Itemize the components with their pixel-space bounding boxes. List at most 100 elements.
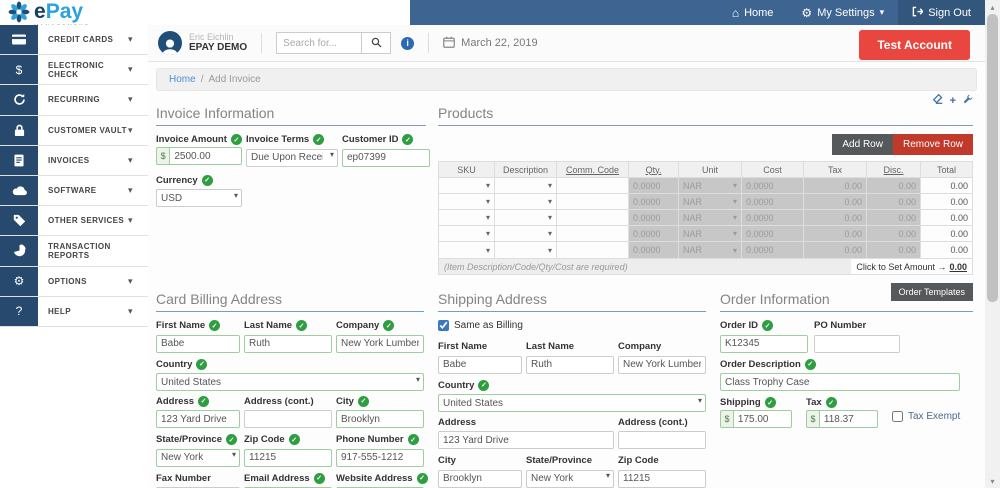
sidebar-item-recurring[interactable]: RECURRING ▾	[0, 85, 148, 116]
plus-icon[interactable]: +	[949, 94, 956, 107]
sku-select[interactable]: ▾	[439, 210, 495, 225]
shipping-address-input[interactable]	[438, 431, 614, 449]
total-cell: 0.00	[950, 228, 968, 239]
description-select[interactable]: ▾	[495, 194, 557, 209]
comm-code-input[interactable]	[557, 194, 629, 209]
shipping-country-select[interactable]: United States	[438, 394, 706, 412]
shipping-zip-input[interactable]	[618, 469, 706, 488]
chevron-down-icon: ▾	[485, 181, 490, 190]
billing-address2-input[interactable]	[244, 410, 332, 428]
currency-select[interactable]: USD	[156, 189, 242, 207]
sku-select[interactable]: ▾	[439, 242, 495, 258]
billing-address-input[interactable]	[156, 410, 240, 428]
scroll-up-icon[interactable]: ▴	[990, 2, 995, 12]
description-select[interactable]: ▾	[495, 178, 557, 193]
billing-country-select[interactable]: United States	[156, 373, 424, 391]
sidebar-item-help[interactable]: ? HELP ▾	[0, 296, 148, 327]
wrench-icon[interactable]	[963, 94, 973, 107]
billing-phone-label: Phone Number	[336, 434, 404, 445]
chevron-down-icon: ▾	[128, 64, 133, 75]
comm-code-input[interactable]	[557, 210, 629, 225]
description-select[interactable]: ▾	[495, 210, 557, 225]
sidebar-item-customer-vault[interactable]: CUSTOMER VAULT ▾	[0, 115, 148, 146]
shipping-address2-input[interactable]	[618, 431, 706, 449]
page-header: Eric Eichlin EPAY DEMO i March 22, 2019 …	[148, 25, 985, 62]
valid-check-icon: ✓	[209, 320, 221, 331]
sidebar-item-transaction-reports[interactable]: TRANSACTION REPORTS	[0, 236, 148, 267]
sku-select[interactable]: ▾	[439, 178, 495, 193]
billing-last-name-input[interactable]	[244, 334, 332, 353]
shipping-city-input[interactable]	[438, 469, 522, 488]
pie-chart-icon	[0, 236, 38, 266]
po-number-input[interactable]	[814, 334, 900, 353]
tax-cell: 0.00	[804, 226, 867, 241]
billing-state-select[interactable]: New York	[156, 448, 240, 467]
order-id-input[interactable]	[720, 334, 808, 353]
shipping-company-input[interactable]	[618, 355, 706, 374]
order-shipping-input[interactable]	[732, 410, 792, 428]
comm-code-input[interactable]	[557, 226, 629, 241]
date-text: March 22, 2019	[461, 37, 538, 49]
remove-row-button[interactable]: Remove Row	[892, 134, 973, 155]
eraser-icon[interactable]	[932, 93, 943, 107]
sidebar-item-electronic-check[interactable]: $ ELECTRONIC CHECK ▾	[0, 55, 148, 86]
sidebar-item-other-services[interactable]: OTHER SERVICES ▾	[0, 206, 148, 237]
billing-first-name-input[interactable]	[156, 334, 240, 353]
shipping-first-name-input[interactable]	[438, 355, 522, 374]
scroll-down-icon[interactable]: ▾	[990, 476, 995, 486]
billing-email-label: Email Address	[244, 472, 310, 484]
shipping-last-name-input[interactable]	[526, 355, 614, 374]
tax-exempt-checkbox[interactable]	[892, 411, 903, 422]
tax-cell: 0.00	[804, 178, 867, 193]
set-amount-link[interactable]: 0.00	[949, 261, 967, 272]
shipping-state-select[interactable]: New York	[526, 469, 614, 488]
total-cell: 0.00	[950, 196, 968, 207]
sidebar-item-options[interactable]: ⚙ OPTIONS ▾	[0, 266, 148, 297]
billing-address-label: Address	[156, 395, 195, 407]
test-account-button[interactable]: Test Account	[859, 30, 970, 60]
breadcrumb-separator: /	[200, 74, 204, 85]
sidebar-item-invoices[interactable]: INVOICES ▾	[0, 145, 148, 176]
billing-city-input[interactable]	[336, 410, 424, 428]
vertical-scrollbar[interactable]: ▴ ▾	[985, 0, 1000, 488]
billing-zip-input[interactable]	[244, 448, 332, 467]
breadcrumb-home-link[interactable]: Home	[169, 74, 196, 85]
col-qty[interactable]: Qty.	[629, 162, 679, 177]
page-tools: +	[932, 93, 973, 107]
nav-my-settings[interactable]: ⚙ My Settings ▾	[787, 0, 898, 25]
col-disc[interactable]: Disc.	[867, 162, 921, 177]
col-comm-code[interactable]: Comm. Code	[557, 162, 629, 177]
billing-company-input[interactable]	[336, 334, 424, 353]
invoice-amount-input[interactable]	[169, 147, 242, 165]
products-required-note: (Item Description/Code/Qty/Cost are requ…	[439, 259, 852, 274]
billing-phone-input[interactable]	[336, 448, 424, 467]
same-as-billing-checkbox[interactable]	[438, 320, 449, 331]
nav-home[interactable]: ⌂ Home	[718, 0, 788, 25]
customer-id-input[interactable]	[342, 148, 430, 167]
sidebar-item-software[interactable]: SOFTWARE ▾	[0, 175, 148, 207]
comm-code-input[interactable]	[557, 242, 629, 258]
customer-id-field: Customer ID ✓	[342, 134, 430, 167]
user-block[interactable]: Eric Eichlin EPAY DEMO	[189, 32, 247, 54]
description-select[interactable]: ▾	[495, 226, 557, 241]
sku-select[interactable]: ▾	[439, 226, 495, 241]
order-templates-button[interactable]: Order Templates	[890, 283, 973, 301]
nav-sign-out[interactable]: Sign Out	[898, 0, 985, 25]
search-button[interactable]	[361, 32, 392, 54]
chevron-down-icon: ▾	[128, 185, 133, 196]
sidebar-item-credit-cards[interactable]: CREDIT CARDS ▾	[0, 25, 148, 56]
add-row-button[interactable]: Add Row	[832, 134, 893, 155]
chevron-down-icon: ▾	[732, 181, 737, 190]
info-icon[interactable]: i	[401, 36, 415, 50]
comm-code-input[interactable]	[557, 178, 629, 193]
col-sku: SKU	[439, 162, 495, 177]
invoice-terms-select[interactable]: Due Upon Receipt	[246, 148, 338, 167]
search-input[interactable]	[276, 32, 362, 54]
scrollbar-thumb[interactable]	[987, 14, 998, 302]
avatar[interactable]	[158, 31, 182, 55]
order-description-input[interactable]	[720, 373, 960, 391]
sku-select[interactable]: ▾	[439, 194, 495, 209]
description-select[interactable]: ▾	[495, 242, 557, 258]
col-unit[interactable]: Unit	[679, 162, 742, 177]
order-tax-input[interactable]	[818, 410, 878, 428]
